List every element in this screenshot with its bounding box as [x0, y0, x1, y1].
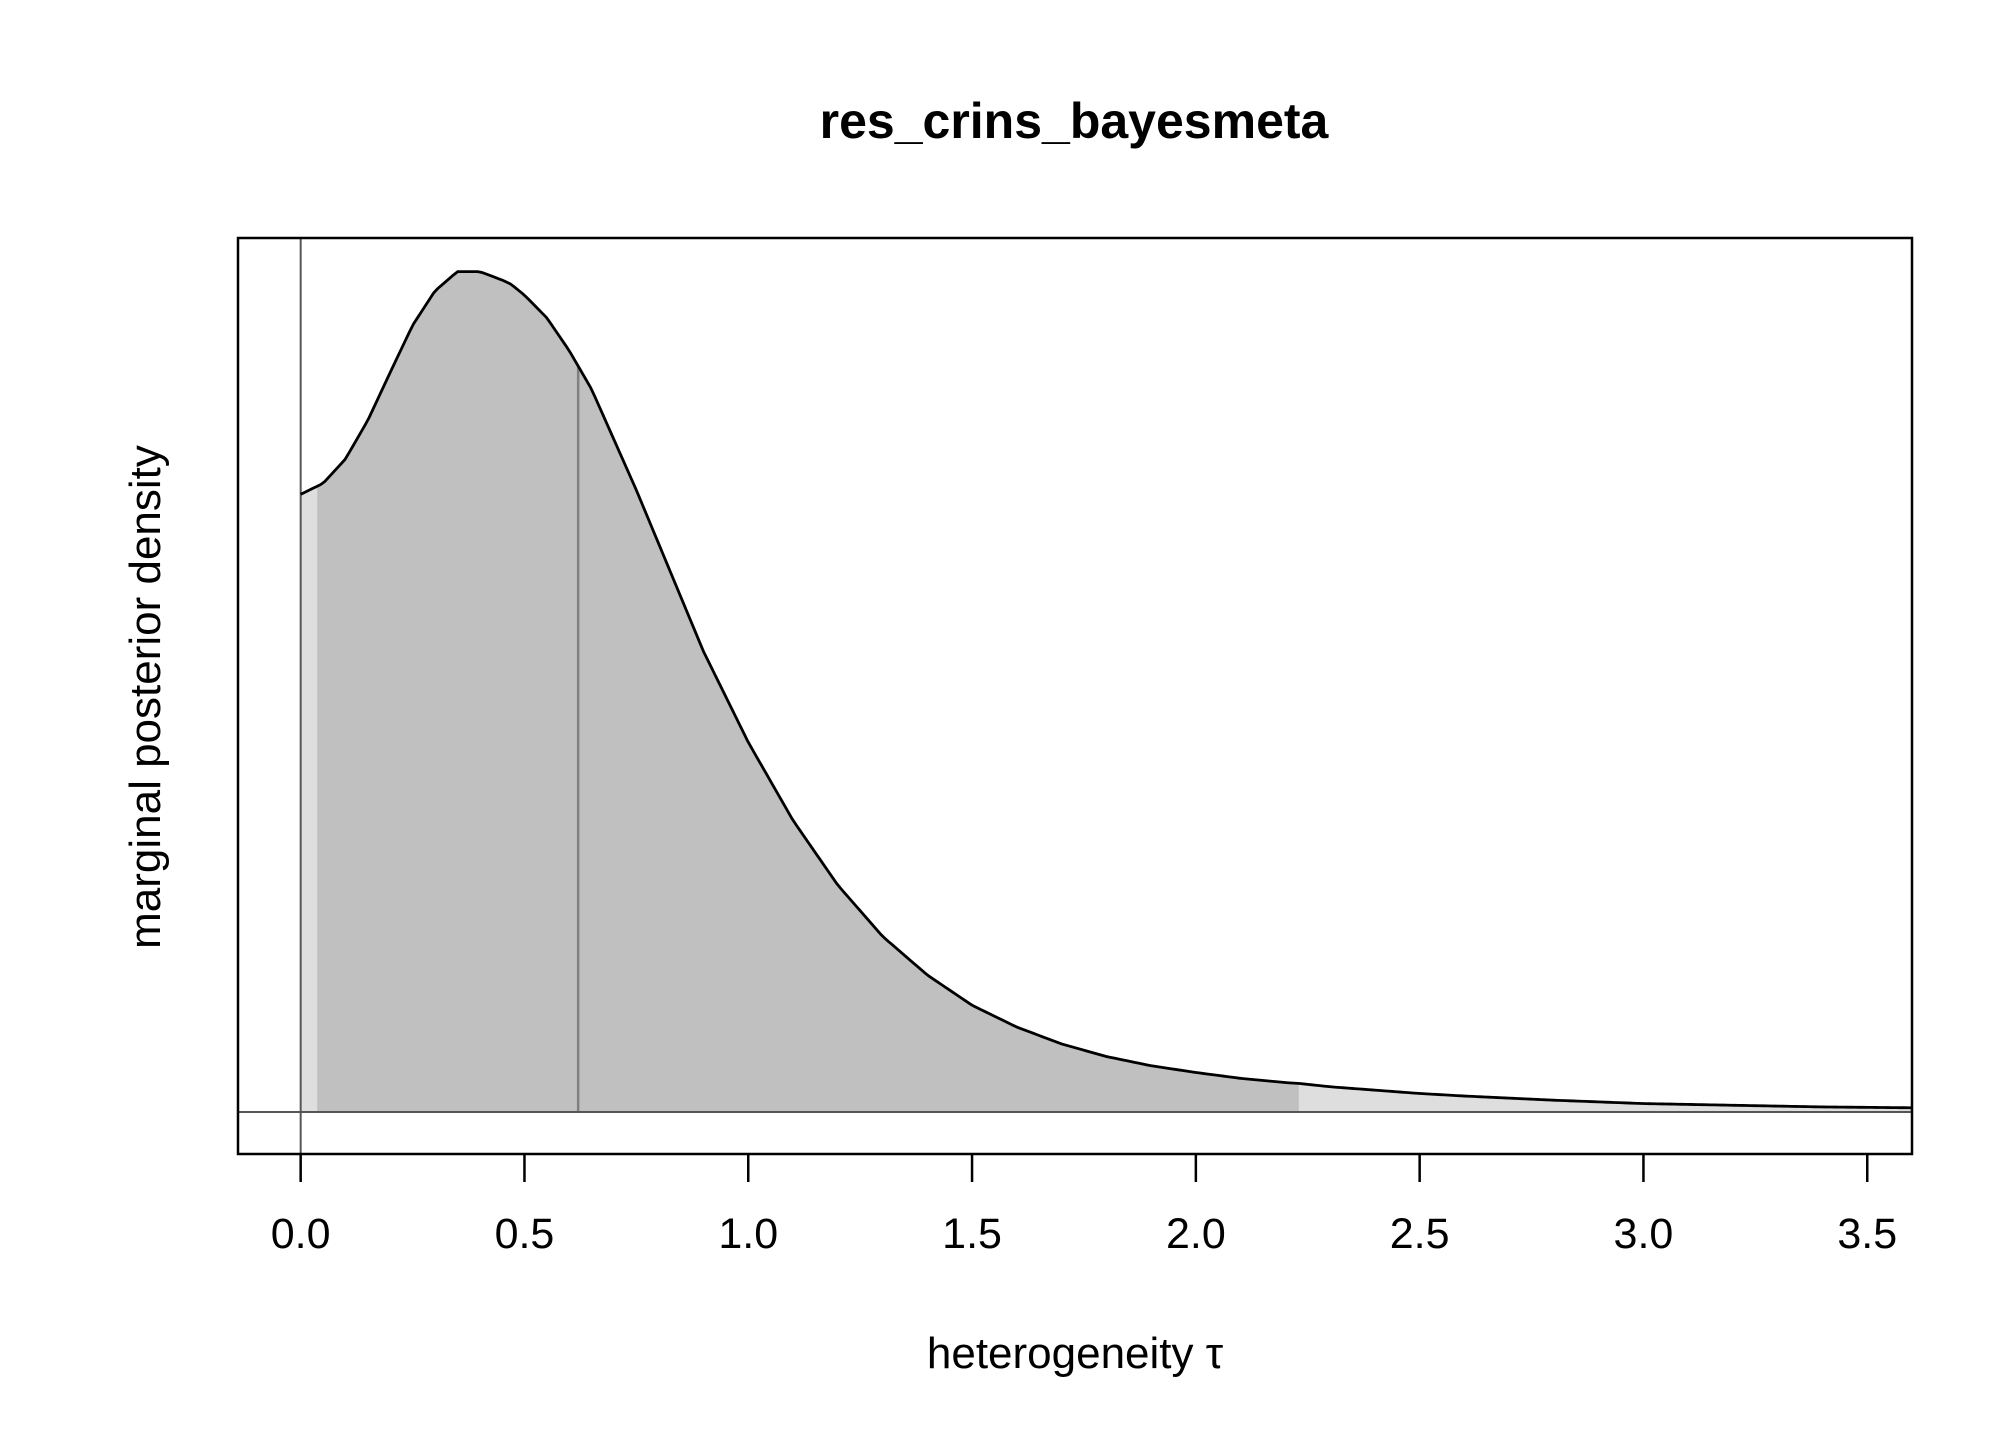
x-tick-label: 2.5	[1390, 1210, 1450, 1258]
x-axis: 0.0 0.5 1.0 1.5 2.0 2.5 3.0 3.5	[271, 1154, 1897, 1258]
x-tick-label: 3.0	[1614, 1210, 1674, 1258]
density-curve	[300, 270, 1913, 1110]
y-axis-label: marginal posterior density	[121, 445, 170, 949]
x-tick-label: 0.0	[271, 1210, 331, 1258]
x-tick-label: 3.5	[1837, 1210, 1897, 1258]
x-tick-label: 1.0	[718, 1210, 778, 1258]
plot-area	[238, 238, 1913, 1154]
credible-interval-shading	[317, 271, 1299, 1112]
x-tick-label: 1.5	[942, 1210, 1002, 1258]
x-tick-label: 2.0	[1166, 1210, 1226, 1258]
plot-frame	[236, 236, 1914, 1156]
chart-title: res_crins_bayesmeta	[820, 93, 1330, 149]
x-tick-label: 0.5	[495, 1210, 555, 1258]
x-axis-label: heterogeneity τ	[927, 1329, 1224, 1378]
